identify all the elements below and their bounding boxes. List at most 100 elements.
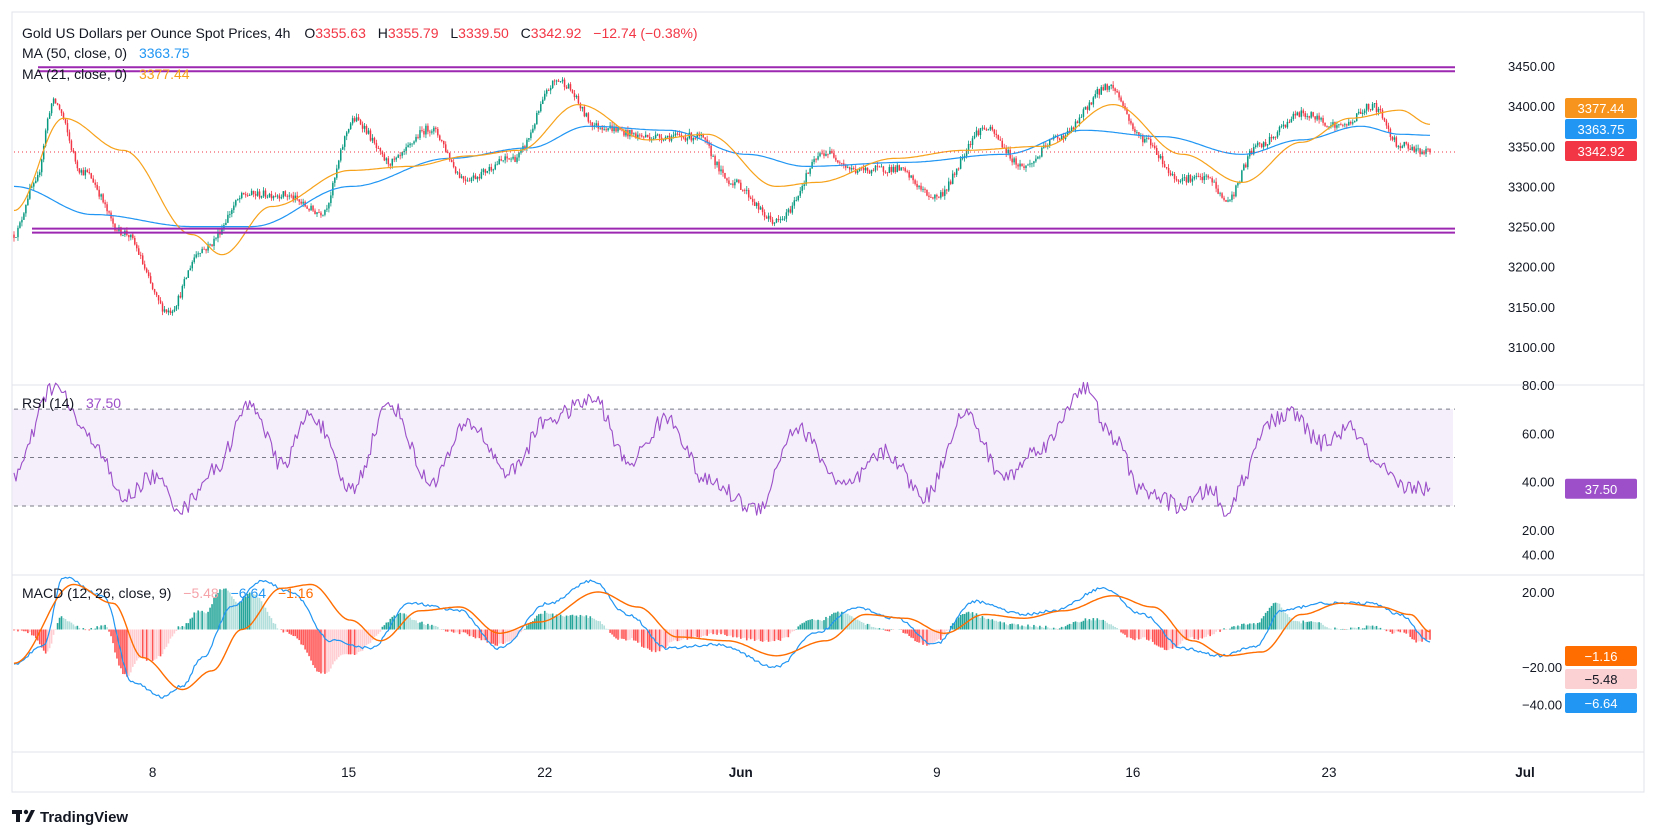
candle-body [1039,156,1041,158]
candle-body [1146,138,1148,140]
time-axis-label: Jul [1515,765,1535,780]
candle [460,174,463,179]
candle [809,167,811,177]
candle-body [999,139,1001,141]
candle-body [480,171,483,179]
candle-body [308,208,310,211]
macd-legend[interactable]: MACD (12, 26, close, 9) −5.48 −6.64 −1.1… [22,585,314,601]
candle-body [781,218,784,220]
candle [720,165,722,175]
candle [1049,138,1051,148]
candle [425,123,427,139]
ma50-legend[interactable]: MA (50, close, 0) 3363.75 [22,45,190,61]
candle [143,260,146,271]
candle-body [1288,121,1291,123]
macd-line [13,576,1431,699]
candle-body [484,169,487,173]
candle [1209,176,1211,179]
candle-body [1310,112,1312,118]
candle-body [227,214,229,223]
candle-body [141,255,144,265]
macd-pane[interactable] [13,576,1431,699]
candle [734,178,736,189]
candle [157,295,160,305]
candle [738,179,740,184]
candle [544,90,546,101]
candle [912,174,914,184]
candle-body [815,159,817,160]
candle-body [1427,148,1429,150]
candle [985,127,988,132]
candle-body [1377,108,1380,112]
candle-body [80,170,83,173]
candle [775,217,778,224]
candle [1264,139,1267,147]
candle [466,177,469,182]
candle-body [1375,103,1378,112]
candle [480,168,483,180]
candle-body [751,198,754,202]
close-price-badge-bg [1565,141,1637,161]
candle [975,126,978,138]
candle-body [401,152,403,156]
candle [728,176,730,187]
candle [437,126,439,138]
candle-body [90,173,92,179]
candle [1375,100,1378,116]
candle [72,148,75,154]
price-axis-label: 3150.00 [1508,300,1555,315]
candle [829,146,831,155]
candle-body [1340,124,1342,126]
candle [1369,108,1372,112]
candle-body [1344,124,1346,126]
candle-body [351,118,354,124]
rsi-badge-bg [1565,478,1637,499]
candle-body [1381,109,1384,119]
candle-body [1001,140,1003,148]
candle-body [1300,110,1303,117]
candle [686,136,689,145]
candle-body [177,295,180,307]
candle-body [1019,163,1021,167]
candle [415,134,417,143]
candle [399,151,401,160]
candle [1353,120,1356,123]
candle [266,194,269,199]
price-pane[interactable] [13,66,1455,316]
candle-body [940,192,942,198]
candle-body [864,167,867,171]
candle [1094,90,1097,99]
ma21-legend[interactable]: MA (21, close, 0) 3377.44 [22,66,190,82]
candle-body [1173,174,1176,179]
candle [837,160,839,164]
candle [953,171,956,178]
candle-body [799,190,801,196]
candle [1381,108,1384,120]
candle-body [942,192,944,196]
candle [1270,134,1273,142]
candle-body [191,262,193,269]
candle [585,112,588,118]
candle-body [902,167,904,169]
candle-body [496,164,498,166]
candle [1090,102,1093,106]
change-value: −12.74 (−0.38%) [593,25,697,41]
tradingview-logo[interactable]: TradingView [12,809,128,826]
candle [1033,160,1035,167]
candle [890,164,893,175]
candle [757,201,760,214]
candle-body [882,166,885,172]
candle [139,251,142,260]
rsi-legend[interactable]: RSI (14) 37.50 [22,395,121,411]
rsi-pane[interactable] [13,381,1431,517]
candle-body [1148,138,1150,140]
candle [1296,111,1299,116]
candle-body [56,103,59,105]
candle [1195,172,1198,180]
candle [1211,176,1213,186]
candle [171,309,174,316]
candle [934,193,936,202]
candle-body [1007,149,1009,154]
candle [795,196,798,202]
